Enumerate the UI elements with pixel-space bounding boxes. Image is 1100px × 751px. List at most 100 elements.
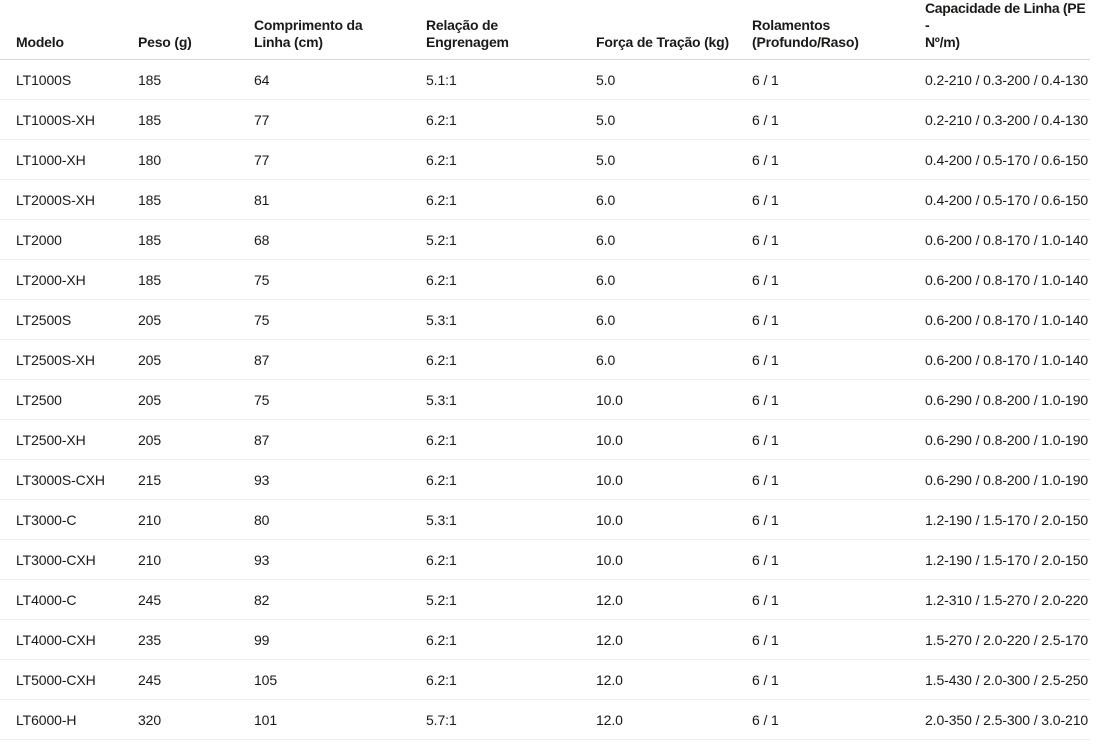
column-header-5: Rolamentos (Profundo/Raso) (752, 0, 925, 60)
table-cell: 5.3:1 (426, 499, 596, 540)
table-row: LT2000 185 68 5.2:1 6.0 6 / 1 0.6-200 / 0.8-17… (0, 219, 1090, 260)
table-cell: 6.2:1 (426, 619, 596, 660)
table-cell: 320 (138, 699, 254, 740)
table-row: LT3000-CXH 210 93 6.2:1 10.0 6 / 1 1.2-190 / 1… (0, 539, 1090, 580)
table-row: LT2500S-XH 205 87 6.2:1 6.0 6 / 1 0.6-200 / 0.… (0, 339, 1090, 380)
model-cell: LT2500 (0, 379, 138, 420)
table-cell: 185 (138, 219, 254, 260)
table-cell: 6.2:1 (426, 419, 596, 460)
column-header-4: Força de Tração (kg) (596, 0, 752, 60)
table-cell: 10.0 (596, 379, 752, 420)
table-row: LT3000S-CXH 215 93 6.2:1 10.0 6 / 1 0.6-290 / … (0, 459, 1090, 500)
model-cell: LT1000S (0, 59, 138, 100)
table-cell: 0.6-200 / 0.8-170 / 1.0-140 (925, 219, 1090, 260)
table-cell: 10.0 (596, 419, 752, 460)
table-row: LT4000-CXH 235 99 6.2:1 12.0 6 / 1 1.5-270 / 2… (0, 619, 1090, 660)
table-cell: 6 / 1 (752, 299, 925, 340)
table-cell: 75 (254, 299, 426, 340)
table-cell: 5.0 (596, 139, 752, 180)
model-cell: LT2500S-XH (0, 339, 138, 380)
table-cell: 6 / 1 (752, 539, 925, 580)
column-header-3: Relação de Engrenagem (426, 0, 596, 60)
table-row: LT2000S-XH 185 81 6.2:1 6.0 6 / 1 0.4-200 / 0.… (0, 179, 1090, 220)
table-cell: 105 (254, 659, 426, 700)
table-cell: 6.0 (596, 179, 752, 220)
table-cell: 1.2-190 / 1.5-170 / 2.0-150 (925, 539, 1090, 580)
table-cell: 180 (138, 139, 254, 180)
table-cell: 82 (254, 579, 426, 620)
table-cell: 6 / 1 (752, 59, 925, 100)
model-cell: LT2000 (0, 219, 138, 260)
table-cell: 245 (138, 579, 254, 620)
column-header-0: Modelo (0, 0, 138, 60)
column-header-1: Peso (g) (138, 0, 254, 60)
model-cell: LT3000-CXH (0, 539, 138, 580)
table-cell: 210 (138, 499, 254, 540)
table-cell: 185 (138, 259, 254, 300)
table-cell: 99 (254, 619, 426, 660)
table-cell: 1.2-310 / 1.5-270 / 2.0-220 (925, 579, 1090, 620)
table-cell: 205 (138, 379, 254, 420)
table-row: LT2000-XH 185 75 6.2:1 6.0 6 / 1 0.6-200 / 0.8… (0, 259, 1090, 300)
table-cell: 87 (254, 339, 426, 380)
table-row: LT5000-CXH 245 105 6.2:1 12.0 6 / 1 1.5-430 / … (0, 659, 1090, 700)
table-cell: 0.6-290 / 0.8-200 / 1.0-190 (925, 419, 1090, 460)
table-cell: 185 (138, 99, 254, 140)
table-cell: 0.6-290 / 0.8-200 / 1.0-190 (925, 459, 1090, 500)
table-cell: 5.0 (596, 99, 752, 140)
table-cell: 12.0 (596, 619, 752, 660)
model-cell: LT4000-C (0, 579, 138, 620)
table-body: LT1000S 185 64 5.1:1 5.0 6 / 1 0.2-210 / 0.3-2… (0, 59, 1090, 740)
table-row: LT2500S 205 75 5.3:1 6.0 6 / 1 0.6-200 / 0.8-1… (0, 299, 1090, 340)
table-cell: 6.2:1 (426, 179, 596, 220)
table-cell: 6 / 1 (752, 699, 925, 740)
table-cell: 215 (138, 459, 254, 500)
table-cell: 6.2:1 (426, 339, 596, 380)
table-cell: 185 (138, 179, 254, 220)
table-cell: 6.2:1 (426, 139, 596, 180)
column-header-2: Comprimento da Linha (cm) (254, 0, 426, 60)
table-cell: 235 (138, 619, 254, 660)
table-cell: 6 / 1 (752, 659, 925, 700)
model-cell: LT2000S-XH (0, 179, 138, 220)
model-cell: LT3000-C (0, 499, 138, 540)
model-cell: LT2500-XH (0, 419, 138, 460)
table-cell: 5.3:1 (426, 379, 596, 420)
table-cell: 1.5-270 / 2.0-220 / 2.5-170 (925, 619, 1090, 660)
table-cell: 245 (138, 659, 254, 700)
table-cell: 80 (254, 499, 426, 540)
table-cell: 6 / 1 (752, 459, 925, 500)
table-cell: 210 (138, 539, 254, 580)
table-cell: 6 / 1 (752, 339, 925, 380)
table-cell: 93 (254, 539, 426, 580)
table-cell: 6 / 1 (752, 619, 925, 660)
table-cell: 0.4-200 / 0.5-170 / 0.6-150 (925, 179, 1090, 220)
table-cell: 6 / 1 (752, 139, 925, 180)
table-cell: 5.1:1 (426, 59, 596, 100)
table-row: LT3000-C 210 80 5.3:1 10.0 6 / 1 1.2-190 / 1.5… (0, 499, 1090, 540)
model-cell: LT1000S-XH (0, 99, 138, 140)
table-cell: 6.2:1 (426, 459, 596, 500)
table-row: LT6000-H 320 101 5.7:1 12.0 6 / 1 2.0-350 / 2.… (0, 699, 1090, 740)
table-row: LT1000S-XH 185 77 6.2:1 5.0 6 / 1 0.2-210 / 0.… (0, 99, 1090, 140)
table-cell: 10.0 (596, 499, 752, 540)
table-cell: 77 (254, 139, 426, 180)
table-cell: 0.4-200 / 0.5-170 / 0.6-150 (925, 139, 1090, 180)
table-cell: 0.6-200 / 0.8-170 / 1.0-140 (925, 299, 1090, 340)
table-cell: 6 / 1 (752, 499, 925, 540)
table-cell: 2.0-350 / 2.5-300 / 3.0-210 (925, 699, 1090, 740)
table-row: LT1000-XH 180 77 6.2:1 5.0 6 / 1 0.4-200 / 0.5… (0, 139, 1090, 180)
table-cell: 1.2-190 / 1.5-170 / 2.0-150 (925, 499, 1090, 540)
table-cell: 0.6-200 / 0.8-170 / 1.0-140 (925, 339, 1090, 380)
table-cell: 77 (254, 99, 426, 140)
model-cell: LT3000S-CXH (0, 459, 138, 500)
table-cell: 0.2-210 / 0.3-200 / 0.4-130 (925, 99, 1090, 140)
table-cell: 205 (138, 339, 254, 380)
table-cell: 6.2:1 (426, 539, 596, 580)
table-cell: 5.7:1 (426, 699, 596, 740)
model-cell: LT2500S (0, 299, 138, 340)
table-cell: 87 (254, 419, 426, 460)
model-cell: LT1000-XH (0, 139, 138, 180)
table-cell: 6.2:1 (426, 99, 596, 140)
